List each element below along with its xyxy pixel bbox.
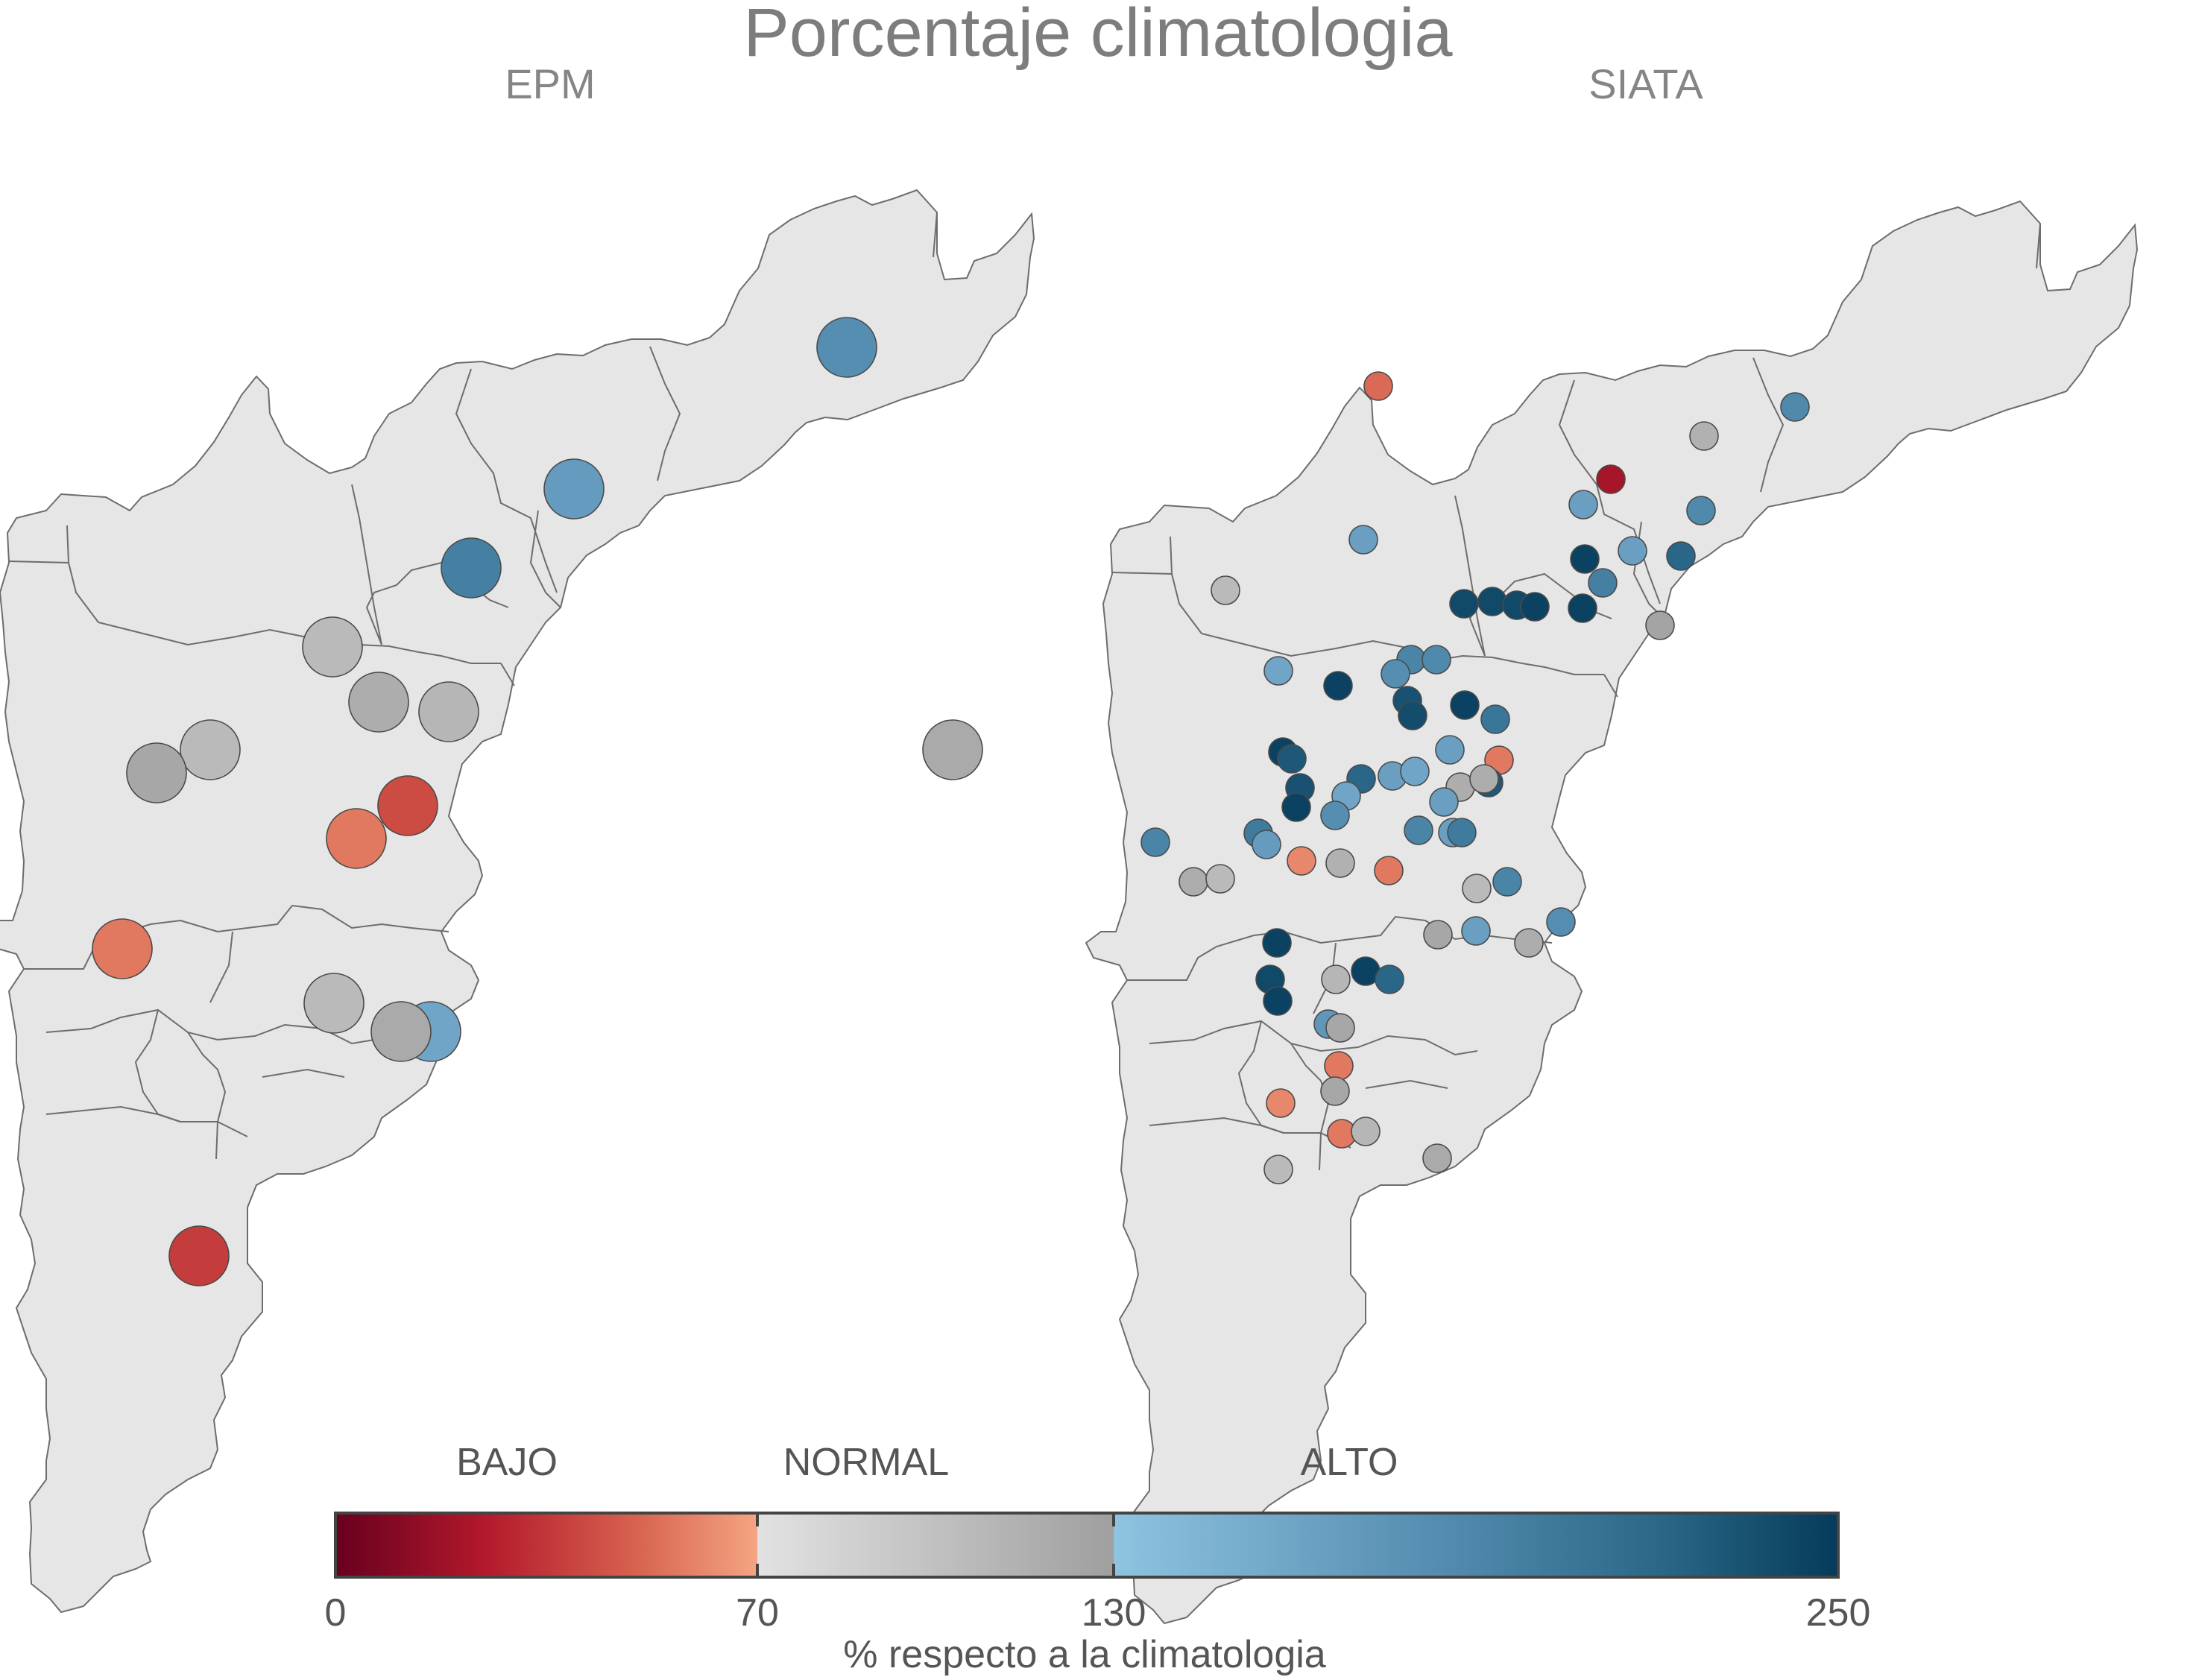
siata-station-marker bbox=[1277, 744, 1307, 774]
siata-station-marker bbox=[1450, 690, 1480, 720]
siata-station-marker bbox=[1404, 815, 1433, 845]
siata-station-marker bbox=[1568, 490, 1598, 520]
colorbar-alto-segment bbox=[1114, 1513, 1838, 1577]
siata-station-marker bbox=[1480, 704, 1510, 734]
epm-station-marker bbox=[377, 775, 438, 836]
siata-station-marker bbox=[1546, 907, 1576, 937]
siata-station-marker bbox=[1325, 1013, 1355, 1043]
epm-station-marker bbox=[180, 719, 241, 780]
siata-station-marker bbox=[1381, 659, 1410, 689]
epm-station-markers bbox=[92, 317, 983, 1286]
siata-station-marker bbox=[1398, 701, 1427, 730]
colorbar-tick-label-70: 70 bbox=[736, 1591, 779, 1635]
siata-station-marker bbox=[1461, 916, 1491, 946]
siata-station-marker bbox=[1252, 830, 1281, 859]
siata-station-marker bbox=[1568, 593, 1597, 623]
siata-station-marker bbox=[1375, 964, 1404, 994]
legend-category-bajo: BAJO bbox=[456, 1441, 558, 1484]
siata-station-marker bbox=[1266, 1088, 1296, 1118]
epm-station-marker bbox=[348, 672, 409, 733]
epm-station-marker bbox=[92, 918, 153, 979]
colorbar bbox=[334, 1512, 1840, 1579]
siata-station-marker bbox=[1492, 867, 1522, 897]
colorbar-tick-label-130: 130 bbox=[1081, 1591, 1146, 1635]
siata-station-marker bbox=[1374, 856, 1404, 885]
siata-station-marker bbox=[1645, 610, 1675, 640]
siata-station-marker bbox=[1618, 536, 1647, 566]
siata-station-marker bbox=[1140, 827, 1170, 857]
siata-station-marker bbox=[1321, 964, 1351, 994]
legend-category-normal: NORMAL bbox=[783, 1441, 950, 1484]
siata-station-marker bbox=[1351, 1117, 1381, 1146]
siata-station-marker bbox=[1462, 874, 1492, 903]
siata-station-marker bbox=[1520, 592, 1550, 622]
epm-station-marker bbox=[126, 742, 187, 803]
siata-station-marker bbox=[1588, 568, 1618, 598]
siata-station-markers bbox=[1140, 371, 1810, 1184]
siata-station-marker bbox=[1435, 735, 1465, 765]
epm-region-map bbox=[0, 189, 1035, 1614]
siata-station-marker bbox=[1179, 867, 1208, 897]
siata-station-marker bbox=[1596, 464, 1626, 494]
siata-station-marker bbox=[1325, 848, 1355, 878]
siata-station-marker bbox=[1429, 787, 1459, 817]
epm-station-marker bbox=[418, 681, 479, 742]
siata-station-marker bbox=[1320, 800, 1350, 830]
siata-station-marker bbox=[1400, 757, 1430, 786]
epm-station-marker bbox=[543, 458, 605, 520]
epm-station-marker bbox=[441, 537, 502, 599]
siata-station-marker bbox=[1686, 496, 1716, 525]
siata-station-marker bbox=[1323, 671, 1353, 701]
siata-region-map bbox=[1085, 200, 2139, 1625]
siata-station-marker bbox=[1348, 525, 1378, 555]
colorbar-tick-label-0: 0 bbox=[324, 1591, 347, 1635]
epm-station-marker bbox=[816, 317, 877, 378]
colorbar-bajo-segment bbox=[335, 1513, 757, 1577]
siata-station-marker bbox=[1423, 920, 1453, 950]
siata-station-marker bbox=[1263, 1155, 1293, 1184]
epm-station-marker bbox=[922, 719, 983, 780]
siata-station-marker bbox=[1320, 1076, 1350, 1106]
panel-title-siata: SIATA bbox=[1588, 60, 1703, 107]
siata-station-marker bbox=[1287, 846, 1316, 876]
siata-station-marker bbox=[1447, 818, 1477, 847]
siata-station-marker bbox=[1780, 392, 1810, 422]
siata-station-marker bbox=[1263, 986, 1293, 1016]
map-title: Porcentaje climatologia bbox=[743, 0, 1453, 71]
siata-station-marker bbox=[1570, 544, 1600, 574]
siata-station-marker bbox=[1666, 541, 1696, 571]
panel-title-epm: EPM bbox=[505, 60, 596, 107]
legend-category-alto: ALTO bbox=[1300, 1441, 1398, 1484]
colorbar-normal-segment bbox=[757, 1513, 1114, 1577]
colorbar-axis-label: % respecto a la climatologia bbox=[843, 1633, 1326, 1676]
siata-station-marker bbox=[1205, 864, 1235, 894]
siata-station-marker bbox=[1211, 575, 1240, 605]
siata-station-marker bbox=[1469, 764, 1499, 794]
siata-station-marker bbox=[1477, 587, 1507, 616]
siata-station-marker bbox=[1514, 928, 1544, 958]
siata-station-marker bbox=[1689, 421, 1719, 451]
epm-station-marker bbox=[326, 808, 387, 869]
colorbar-tick-label-250: 250 bbox=[1805, 1591, 1871, 1635]
epm-station-marker bbox=[370, 1001, 432, 1062]
siata-station-marker bbox=[1281, 792, 1311, 822]
siata-station-marker bbox=[1324, 1051, 1354, 1081]
siata-station-marker bbox=[1422, 1143, 1452, 1173]
siata-station-marker bbox=[1363, 371, 1393, 401]
siata-station-marker bbox=[1422, 645, 1451, 675]
siata-station-marker bbox=[1449, 589, 1479, 619]
epm-station-marker bbox=[168, 1225, 230, 1286]
siata-station-marker bbox=[1263, 656, 1293, 686]
epm-station-marker bbox=[302, 616, 363, 678]
colorbar-frame bbox=[334, 1512, 1840, 1579]
siata-station-marker bbox=[1262, 928, 1292, 958]
epm-station-marker bbox=[303, 973, 365, 1034]
